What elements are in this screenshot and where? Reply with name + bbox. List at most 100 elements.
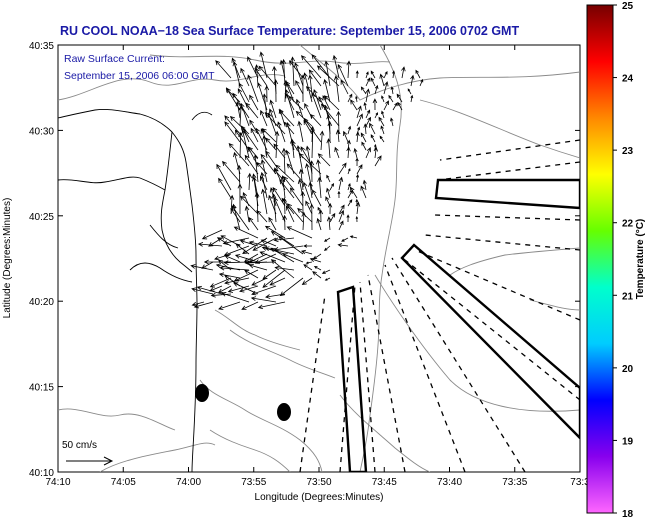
current-vector <box>229 116 250 135</box>
scale-label: 50 cm/s <box>62 440 97 451</box>
current-vector <box>347 168 351 175</box>
current-vector <box>338 162 347 175</box>
current-vector <box>312 253 322 260</box>
current-vector <box>307 74 313 95</box>
current-vector <box>248 240 268 247</box>
y-tick-label: 40:25 <box>29 212 54 223</box>
current-vector <box>323 95 340 111</box>
current-vector <box>300 74 306 103</box>
current-vector <box>294 62 304 87</box>
current-vector <box>346 60 352 79</box>
current-vector <box>238 132 243 159</box>
current-vector <box>254 67 268 87</box>
current-vector <box>191 301 205 307</box>
colorbar-tick-label: 20 <box>622 364 634 375</box>
current-vector <box>326 187 331 199</box>
current-vector <box>326 138 332 159</box>
current-vector <box>279 277 304 297</box>
current-vector <box>338 209 345 223</box>
current-vector <box>305 86 322 103</box>
current-vector <box>245 260 277 266</box>
station-marker <box>195 384 209 402</box>
current-vector <box>221 292 250 303</box>
colorbar-tick-label: 19 <box>622 436 634 447</box>
current-vector <box>362 179 367 191</box>
current-vector <box>233 226 259 239</box>
current-vector <box>311 92 322 119</box>
current-vector <box>300 249 313 255</box>
current-vector <box>256 210 268 223</box>
current-vector <box>334 146 340 159</box>
current-vector <box>419 78 424 87</box>
current-vector <box>285 93 295 111</box>
current-vector <box>244 205 250 223</box>
current-vector <box>338 176 344 191</box>
current-vector <box>278 109 295 127</box>
current-vector <box>296 145 304 175</box>
current-vector <box>378 116 385 127</box>
current-vector <box>338 220 344 231</box>
current-vector <box>190 264 214 271</box>
current-vector <box>407 88 412 95</box>
current-vector <box>278 235 304 255</box>
current-vector <box>224 255 241 263</box>
current-vector <box>309 160 315 183</box>
current-vector <box>326 174 331 183</box>
current-vector <box>347 93 353 103</box>
colorbar-tick-label: 22 <box>622 219 634 230</box>
current-vector <box>325 196 331 207</box>
current-vector <box>341 237 349 242</box>
current-vector <box>268 216 277 231</box>
current-vector <box>248 217 259 231</box>
current-vector <box>309 113 322 127</box>
current-vector <box>247 172 252 191</box>
current-vector <box>250 127 259 143</box>
current-vector <box>390 117 394 127</box>
current-vector <box>401 66 406 79</box>
current-vector <box>312 189 322 207</box>
y-tick-label: 40:20 <box>29 297 54 308</box>
surface-current-arrows <box>190 51 424 311</box>
current-vector <box>373 146 378 159</box>
y-tick-label: 40:10 <box>29 468 54 479</box>
current-vector <box>295 80 304 95</box>
current-vector <box>392 102 398 111</box>
current-vector <box>260 153 277 175</box>
current-vector <box>355 173 360 183</box>
current-vector <box>383 81 389 95</box>
current-vector <box>284 88 295 119</box>
current-vector <box>241 301 259 310</box>
current-vector <box>337 243 349 248</box>
current-vector <box>234 254 259 263</box>
current-vector <box>277 121 286 143</box>
current-vector <box>317 153 331 167</box>
current-vector <box>309 203 315 231</box>
current-vector <box>374 112 378 119</box>
current-vector <box>197 242 223 247</box>
current-vector <box>237 183 243 215</box>
current-vector <box>239 285 259 293</box>
current-vector <box>338 204 345 215</box>
colorbar-tick-label: 25 <box>622 1 634 12</box>
bathymetry-contours <box>58 45 580 472</box>
current-vector <box>316 159 322 183</box>
current-vector <box>237 88 250 111</box>
current-vector <box>356 113 363 127</box>
current-vector <box>287 203 304 223</box>
current-vector <box>319 130 325 151</box>
current-vector <box>240 195 259 215</box>
current-vector <box>259 109 268 127</box>
current-vector <box>241 129 250 159</box>
x-tick-label: 73:55 <box>241 477 266 488</box>
current-vector <box>388 94 394 103</box>
current-vector <box>355 215 359 223</box>
x-axis-label: Longitude (Degrees:Minutes) <box>255 492 384 503</box>
current-vector <box>264 111 286 135</box>
current-vector <box>297 120 304 143</box>
current-vector <box>305 261 313 265</box>
current-vector <box>210 292 232 298</box>
current-vector <box>254 253 277 264</box>
current-vector <box>324 277 331 281</box>
current-vector <box>361 141 367 151</box>
current-vector <box>240 102 250 127</box>
